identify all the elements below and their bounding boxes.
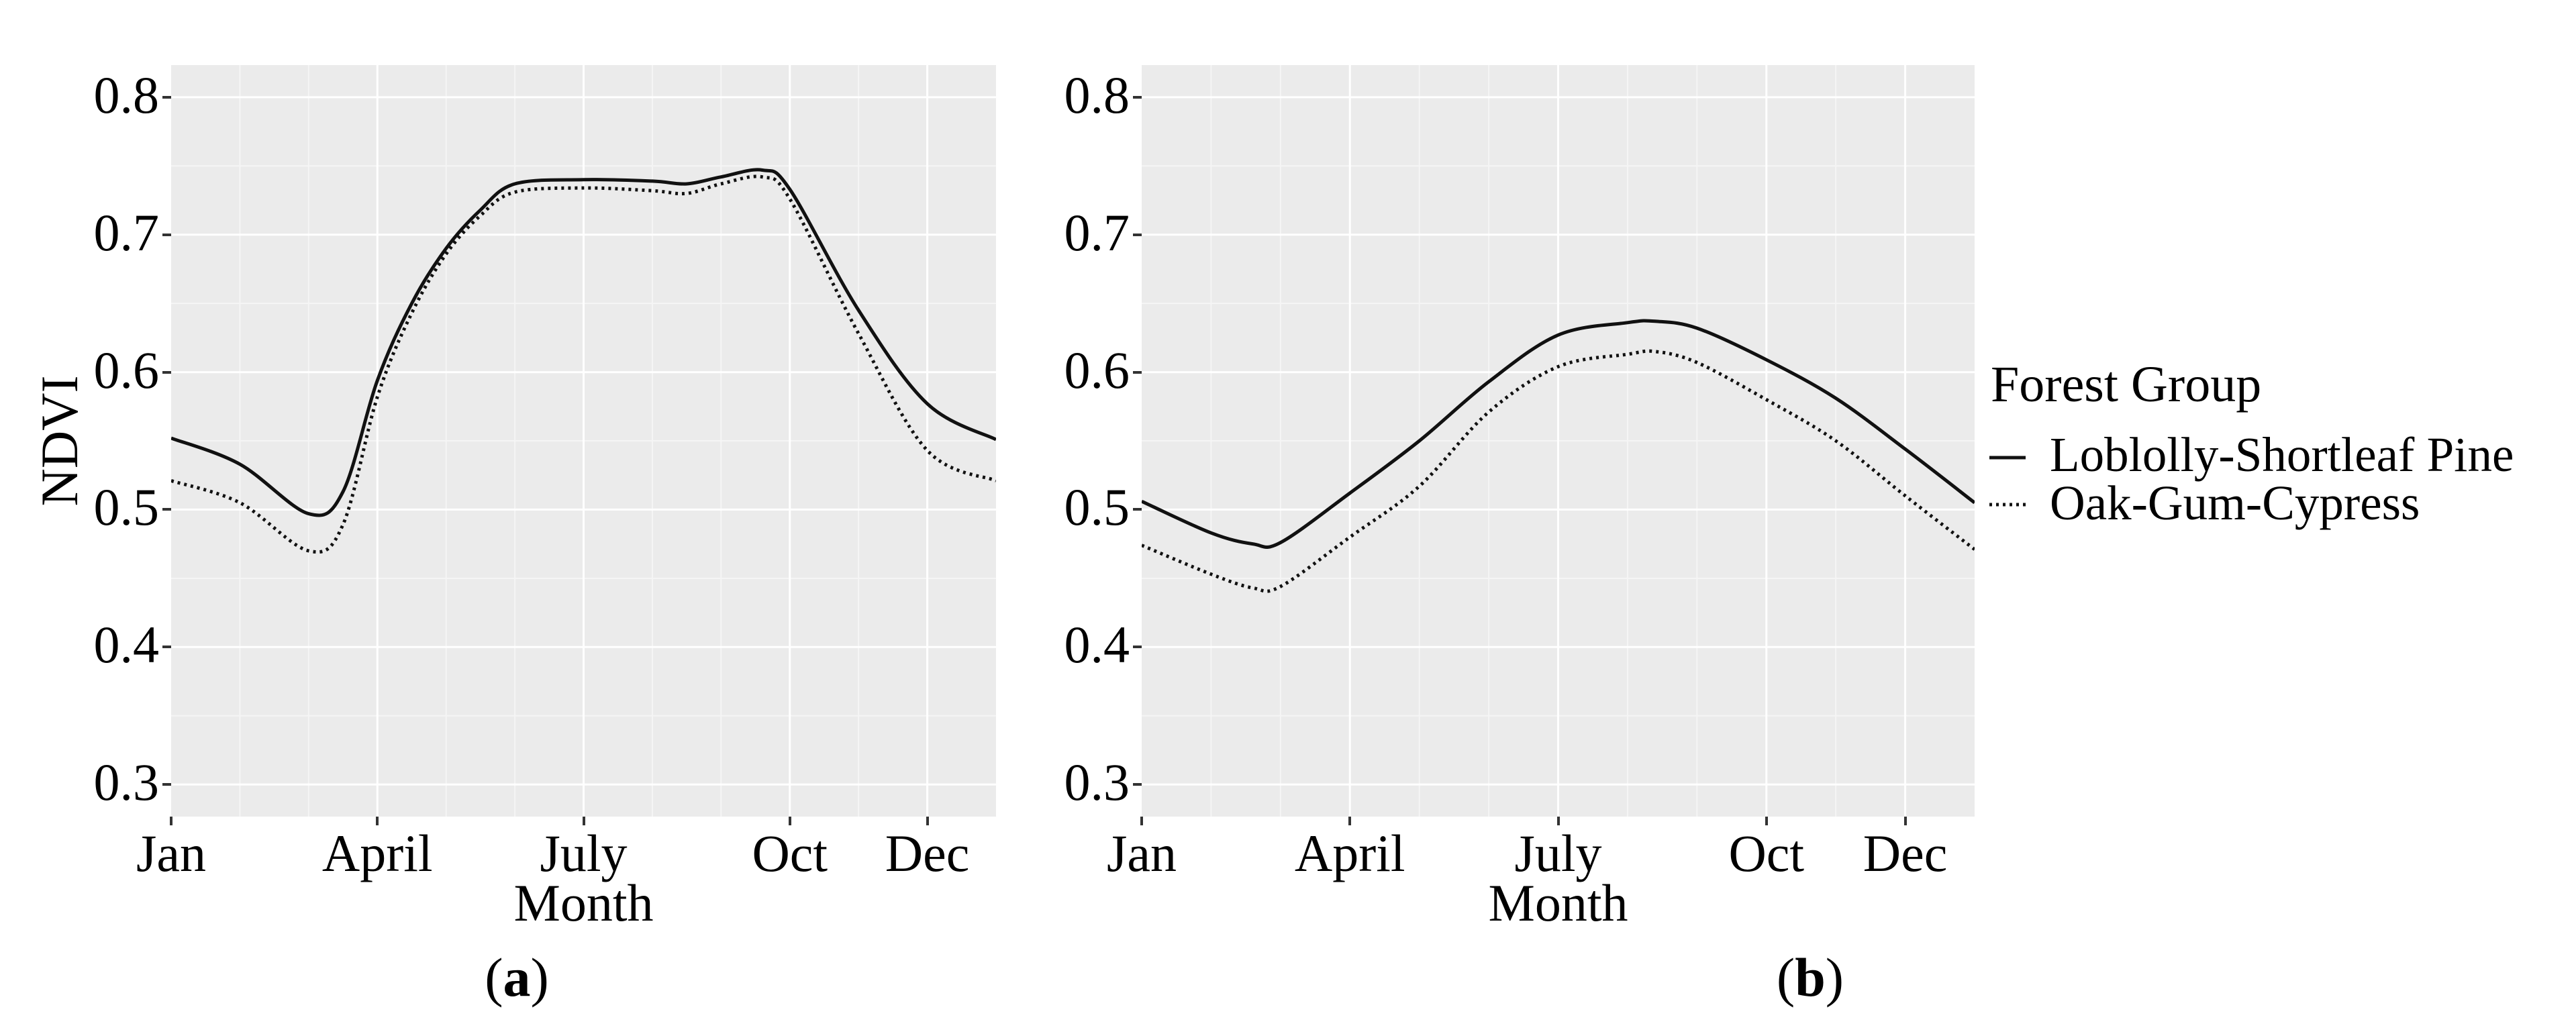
y-tick-mark [1133, 508, 1142, 511]
x-tick-mark [1140, 817, 1143, 825]
x-tick-label: April [321, 824, 433, 882]
y-tick-label: 0.5 [93, 478, 160, 537]
x-tick-mark [1903, 817, 1907, 825]
caption-a: (a) [485, 947, 549, 1008]
y-tick-mark [162, 233, 171, 236]
x-tick-label: Oct [752, 824, 828, 882]
y-tick-mark [1133, 646, 1142, 649]
legend-item-oak-gum-cypress: Oak-Gum-Cypress [2050, 476, 2420, 530]
y-tick-label: 0.4 [93, 615, 160, 674]
x-tick-label: Dec [1863, 824, 1948, 882]
y-tick-mark [162, 646, 171, 649]
y-tick-label: 0.4 [1064, 615, 1130, 674]
x-tick-mark [376, 817, 379, 825]
legend-dotted-line-swatch [1989, 503, 2026, 507]
y-tick-label: 0.6 [93, 340, 160, 399]
series-line-loblolly-shortleaf-pine [1142, 319, 1975, 549]
y-tick-label: 0.5 [1064, 478, 1130, 537]
caption-b: (b) [1777, 947, 1844, 1008]
x-tick-label: July [1514, 824, 1602, 882]
x-tick-mark [1348, 817, 1352, 825]
y-tick-mark [162, 783, 171, 786]
x-tick-mark [926, 817, 929, 825]
y-tick-label: 0.7 [1064, 203, 1130, 262]
x-tick-mark [1556, 817, 1560, 825]
y-tick-mark [1133, 370, 1142, 374]
y-tick-mark [1133, 95, 1142, 99]
y-tick-label: 0.7 [93, 203, 160, 262]
y-tick-label: 0.8 [1064, 65, 1130, 124]
caption-a-open: ( [485, 947, 503, 1008]
series-line-loblolly-shortleaf-pine [171, 168, 996, 517]
caption-b-close: ) [1825, 947, 1844, 1008]
x-tick-label: Jan [1107, 824, 1177, 882]
x-tick-label: Jan [136, 824, 206, 882]
panel-b-plot-area [1142, 65, 1975, 817]
y-tick-label: 0.3 [1064, 753, 1130, 812]
caption-b-open: ( [1776, 947, 1795, 1008]
x-tick-label: Oct [1728, 824, 1805, 882]
y-tick-mark [162, 370, 171, 374]
y-tick-label: 0.8 [93, 65, 160, 124]
caption-a-letter: a [503, 947, 531, 1008]
legend-solid-line-swatch [1989, 456, 2026, 460]
panel-b: Month 0.8 0.7 0.6 0.5 0.4 0.3 Jan April July Oct D… [1064, 65, 1975, 931]
caption-b-letter: b [1795, 947, 1826, 1008]
y-tick-mark [1133, 233, 1142, 236]
x-axis-title-a: Month [513, 874, 654, 932]
panel-a-plot-area [171, 65, 996, 817]
panel-a: Month 0.8 0.7 0.6 0.5 0.4 0.3 Jan April July Oct D… [94, 65, 996, 931]
y-tick-mark [162, 508, 171, 511]
y-tick-label: 0.3 [93, 753, 160, 812]
legend-item-loblolly-shortleaf-pine: Loblolly-Shortleaf Pine [2050, 427, 2514, 482]
x-axis-title-b: Month [1488, 874, 1628, 932]
series-line-oak-gum-cypress [171, 174, 996, 554]
x-tick-mark [1765, 817, 1768, 825]
x-tick-mark [788, 817, 791, 825]
y-tick-mark [1133, 783, 1142, 786]
x-tick-label: July [540, 824, 628, 882]
caption-a-close: ) [530, 947, 549, 1008]
x-tick-label: Dec [885, 824, 970, 882]
y-tick-mark [162, 95, 171, 99]
legend-title: Forest Group [1991, 356, 2262, 413]
x-tick-label: April [1294, 824, 1405, 882]
y-tick-label: 0.6 [1064, 340, 1130, 399]
x-tick-mark [582, 817, 585, 825]
x-tick-mark [170, 817, 172, 825]
series-line-oak-gum-cypress [1142, 349, 1975, 593]
